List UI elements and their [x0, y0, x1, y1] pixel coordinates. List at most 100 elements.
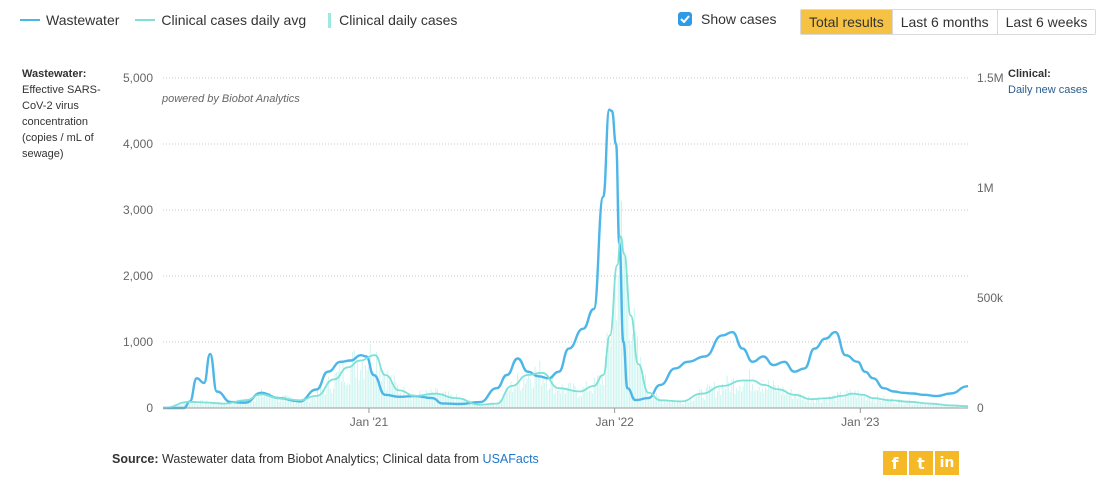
daily-case-bar — [310, 398, 312, 408]
daily-case-bar — [384, 375, 386, 408]
daily-case-bar — [573, 383, 574, 408]
daily-case-bar — [661, 400, 662, 408]
left-tick-label: 4,000 — [123, 137, 153, 151]
daily-case-bar — [349, 384, 350, 408]
daily-case-bar — [361, 360, 363, 408]
daily-case-bar — [432, 391, 434, 408]
daily-case-bar — [865, 400, 867, 408]
daily-case-bar — [926, 405, 928, 408]
daily-case-bar — [856, 398, 858, 408]
daily-case-bar — [934, 404, 936, 408]
daily-case-bar — [803, 394, 805, 408]
daily-case-bar — [845, 396, 846, 408]
daily-case-bar — [630, 344, 632, 408]
daily-case-bar — [536, 375, 538, 408]
linkedin-icon[interactable]: in — [935, 451, 959, 475]
facebook-icon[interactable]: f — [883, 451, 907, 475]
chart-legend: Wastewater Clinical cases daily avg Clin… — [20, 12, 473, 28]
daily-case-bar — [766, 389, 768, 408]
twitter-icon[interactable]: t — [909, 451, 933, 475]
left-axis-description: Effective SARS-CoV-2 virus concentration… — [22, 84, 101, 160]
daily-case-bar — [235, 403, 237, 408]
daily-case-bar — [669, 402, 670, 408]
daily-case-bar — [473, 403, 475, 408]
daily-case-bar — [593, 377, 595, 408]
daily-case-bar — [888, 399, 890, 408]
daily-case-bar — [496, 404, 498, 408]
daily-case-bar — [633, 307, 635, 408]
daily-case-bar — [366, 370, 368, 408]
daily-case-bar — [213, 402, 214, 408]
daily-case-bar — [289, 397, 291, 408]
x-tick-label: Jan '21 — [350, 415, 389, 429]
daily-case-bar — [251, 398, 253, 408]
daily-case-bar — [505, 387, 507, 408]
show-cases-checkbox[interactable] — [678, 12, 692, 26]
daily-case-bar — [912, 404, 914, 408]
daily-case-bar — [885, 401, 886, 408]
daily-case-bar — [913, 403, 915, 408]
daily-case-bar — [525, 383, 526, 408]
left-axis-title: Wastewater: Effective SARS-CoV-2 virus c… — [22, 66, 118, 162]
daily-case-bar — [789, 393, 790, 408]
daily-case-bar — [550, 375, 552, 408]
daily-case-bar — [445, 391, 446, 408]
daily-case-bar — [544, 383, 546, 408]
daily-case-bar — [451, 393, 453, 408]
daily-case-bar — [632, 334, 634, 408]
daily-case-bar — [819, 400, 821, 408]
daily-case-bar — [433, 394, 435, 408]
daily-case-bar — [681, 403, 683, 408]
legend-item-clinical-avg[interactable]: Clinical cases daily avg — [135, 12, 306, 28]
daily-case-bar — [864, 393, 866, 408]
daily-case-bar — [675, 402, 677, 408]
daily-case-bar — [718, 385, 720, 408]
daily-case-bar — [249, 400, 251, 408]
daily-case-bar — [768, 380, 770, 408]
legend-item-wastewater[interactable]: Wastewater — [20, 12, 119, 28]
daily-case-bar — [281, 396, 283, 408]
daily-case-bar — [275, 399, 277, 408]
daily-case-bar — [229, 403, 230, 408]
show-cases-toggle[interactable]: Show cases — [678, 11, 776, 27]
daily-case-bar — [787, 393, 789, 408]
source-label: Source: — [112, 452, 159, 466]
daily-case-bar — [605, 356, 606, 408]
daily-case-bar — [638, 367, 640, 408]
daily-case-bar — [649, 396, 651, 408]
daily-case-bar — [211, 402, 213, 408]
daily-case-bar — [837, 392, 838, 408]
daily-case-bar — [917, 401, 918, 408]
daily-case-bar — [189, 403, 190, 408]
daily-case-bar — [657, 396, 659, 408]
usafacts-link[interactable]: USAFacts — [482, 452, 539, 466]
daily-case-bar — [833, 394, 835, 408]
daily-case-bar — [368, 366, 370, 408]
daily-case-bar — [377, 378, 379, 408]
range-last-6-weeks-button[interactable]: Last 6 weeks — [996, 10, 1096, 34]
daily-case-bar — [761, 387, 763, 408]
daily-case-bar — [697, 393, 699, 408]
daily-case-bar — [683, 403, 685, 408]
daily-case-bar — [512, 392, 514, 408]
range-last-6-months-button[interactable]: Last 6 months — [891, 10, 997, 34]
wastewater-line — [163, 108, 969, 410]
daily-case-bar — [526, 378, 528, 408]
daily-case-bar — [518, 379, 520, 408]
daily-case-bar — [267, 396, 269, 408]
series-lines — [162, 108, 969, 410]
daily-case-bar — [365, 365, 366, 408]
wastewater-swatch — [20, 19, 40, 21]
daily-case-bar — [616, 320, 618, 408]
daily-case-bar — [542, 376, 544, 408]
daily-case-bar — [558, 390, 560, 408]
daily-case-bar — [942, 405, 944, 408]
daily-case-bar — [613, 301, 614, 408]
daily-case-bar — [709, 385, 710, 408]
daily-case-bar — [441, 392, 443, 408]
daily-case-bar — [483, 405, 485, 408]
range-total-results-button[interactable]: Total results — [801, 10, 892, 34]
legend-item-clinical-daily[interactable]: Clinical daily cases — [322, 12, 457, 28]
daily-case-bar — [771, 387, 773, 408]
